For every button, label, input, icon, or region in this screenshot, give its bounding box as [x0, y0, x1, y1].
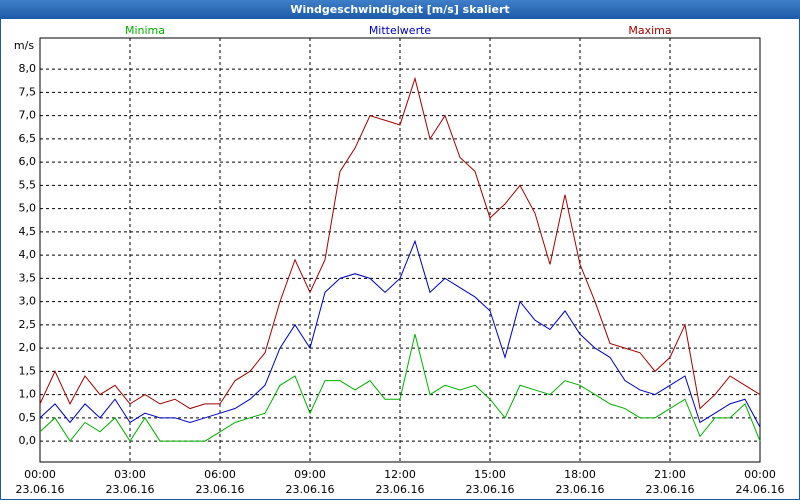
series-line: [39, 334, 761, 443]
x-tick-date: 23.06.16: [286, 483, 335, 496]
x-tick-label: 15:00: [474, 468, 506, 481]
y-tick-label: 4,5: [19, 225, 37, 238]
legend-entry: Minima: [125, 24, 165, 37]
y-tick-label: 7,5: [19, 85, 37, 98]
title-bar: [0, 0, 800, 19]
x-tick-date: 23.06.16: [16, 483, 65, 496]
y-tick-label: 2,0: [19, 341, 37, 354]
y-tick-label: 2,5: [19, 318, 37, 331]
series-line: [39, 76, 761, 410]
y-tick-label: 0,0: [19, 434, 37, 447]
y-tick-label: 8,0: [19, 62, 37, 75]
x-tick-label: 00:00: [744, 468, 776, 481]
x-tick-label: 09:00: [294, 468, 326, 481]
x-tick-date: 24.06.16: [736, 483, 785, 496]
y-tick-label: 1,5: [19, 364, 37, 377]
y-tick-label: 5,0: [19, 202, 37, 215]
y-tick-label: 6,5: [19, 132, 37, 145]
x-tick-date: 23.06.16: [106, 483, 155, 496]
x-tick-date: 23.06.16: [196, 483, 245, 496]
y-tick-label: 3,0: [19, 295, 37, 308]
y-tick-label: 5,5: [19, 178, 37, 191]
y-tick-label: 0,5: [19, 411, 37, 424]
x-tick-date: 23.06.16: [466, 483, 515, 496]
x-tick-label: 03:00: [114, 468, 146, 481]
x-tick-label: 18:00: [564, 468, 596, 481]
window-title: Windgeschwindigkeit [m/s] skaliert: [290, 3, 509, 16]
x-tick-date: 23.06.16: [556, 483, 605, 496]
legend-entry: Maxima: [628, 24, 671, 37]
x-tick-date: 23.06.16: [646, 483, 695, 496]
x-tick-date: 23.06.16: [376, 483, 425, 496]
x-tick-label: 00:00: [24, 468, 56, 481]
y-tick-label: 6,0: [19, 155, 37, 168]
y-tick-label: 4,0: [19, 248, 37, 261]
x-tick-label: 12:00: [384, 468, 416, 481]
x-tick-label: 21:00: [654, 468, 686, 481]
y-tick-label: 1,0: [19, 388, 37, 401]
y-tick-label: 7,0: [19, 109, 37, 122]
y-tick-label: 3,5: [19, 271, 37, 284]
legend-entry: Mittelwerte: [369, 24, 432, 37]
y-unit: m/s: [14, 39, 34, 52]
x-tick-label: 06:00: [204, 468, 236, 481]
series-line: [39, 239, 761, 428]
